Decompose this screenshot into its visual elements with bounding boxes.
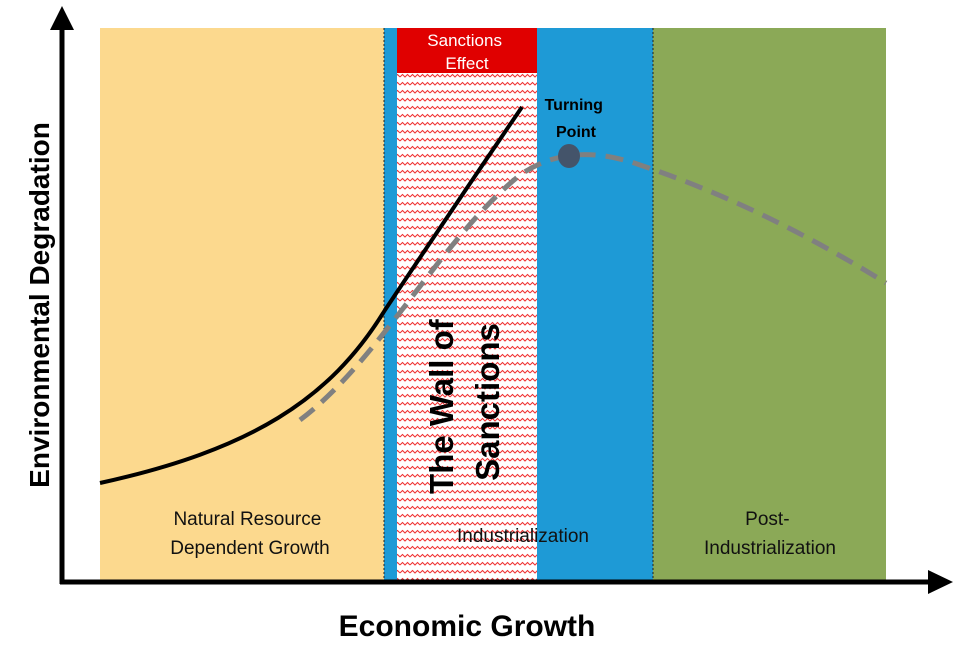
sanctions-effect-box — [397, 28, 537, 73]
turning-point-label: Turning Point — [545, 97, 608, 141]
wall-label: The Wall of Sanctions — [423, 310, 506, 494]
x-axis-arrow — [928, 570, 953, 594]
stage-post-industrialization — [653, 28, 886, 580]
stage-label-natural-resource: Natural Resource Dependent Growth — [170, 509, 330, 559]
stage-natural-resource — [100, 28, 384, 580]
stage-label-industrialization: Industrialization — [457, 526, 589, 547]
sanctions-effect-label: Sanctions Effect — [427, 31, 506, 73]
wall-of-sanctions — [397, 73, 537, 580]
x-axis-label: Economic Growth — [339, 610, 596, 643]
actual-curve — [99, 105, 524, 485]
turning-point-marker — [558, 144, 580, 168]
y-axis-label: Environmental Degradation — [24, 122, 55, 488]
stage-label-post-industrialization: Post- Industrialization — [704, 509, 836, 559]
y-axis-arrow — [50, 6, 74, 30]
